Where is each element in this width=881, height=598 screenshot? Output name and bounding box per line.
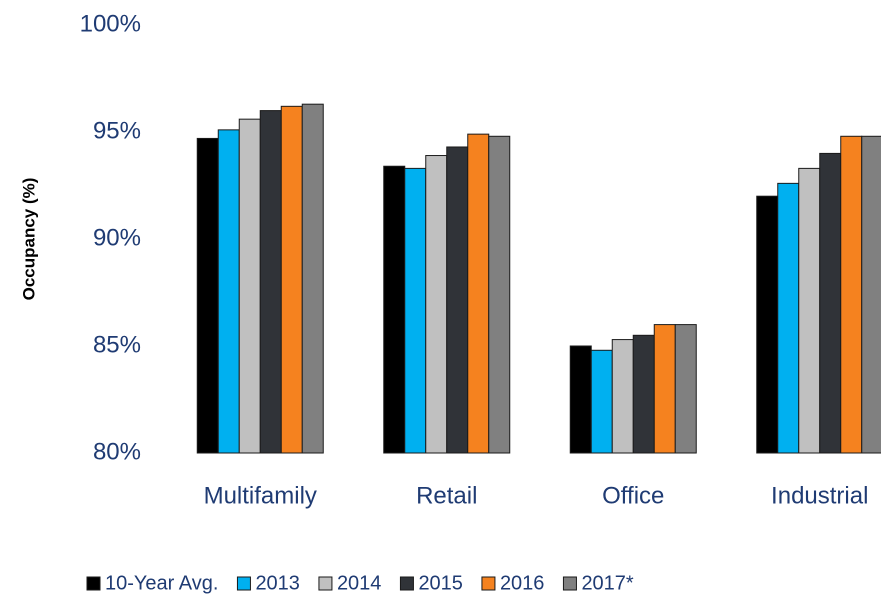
y-tick-label: 100% xyxy=(80,10,141,37)
legend-swatch xyxy=(399,576,414,591)
legend-swatch xyxy=(236,576,251,591)
bar xyxy=(632,334,655,454)
bar xyxy=(196,137,219,454)
bar xyxy=(819,152,842,454)
x-tick-label: Multifamily xyxy=(204,482,317,509)
y-tick-label: 85% xyxy=(93,331,141,358)
bar xyxy=(488,135,511,454)
bar xyxy=(404,167,427,454)
legend-swatch xyxy=(481,576,496,591)
legend-label: 2015 xyxy=(418,572,463,594)
y-axis-label: Occupancy (%) xyxy=(19,178,38,301)
bar xyxy=(861,135,881,454)
x-tick-label: Retail xyxy=(416,482,477,509)
legend-swatch xyxy=(318,576,333,591)
bar xyxy=(674,324,697,454)
bar xyxy=(777,182,800,454)
y-tick-label: 80% xyxy=(93,438,141,465)
legend-label: 2014 xyxy=(337,572,382,594)
bar xyxy=(569,345,592,454)
legend-swatch xyxy=(562,576,577,591)
bar xyxy=(280,105,303,454)
bar xyxy=(840,135,863,454)
bar xyxy=(301,103,324,454)
bar xyxy=(217,129,240,454)
legend-label: 2017* xyxy=(581,572,633,594)
legend-swatch xyxy=(86,576,101,591)
bar xyxy=(259,110,282,454)
bar xyxy=(238,118,261,454)
legend-label: 10-Year Avg. xyxy=(105,572,218,594)
x-tick-label: Office xyxy=(602,482,664,509)
bar xyxy=(425,155,448,454)
bar xyxy=(467,133,490,454)
x-tick-label: Industrial xyxy=(771,482,868,509)
bar xyxy=(446,146,469,454)
legend-label: 2013 xyxy=(255,572,300,594)
bar xyxy=(798,167,821,454)
legend-label: 2016 xyxy=(500,572,545,594)
bar xyxy=(653,324,676,454)
bar xyxy=(756,195,779,454)
bar xyxy=(383,165,406,454)
y-tick-label: 95% xyxy=(93,117,141,144)
bar xyxy=(590,349,613,454)
bar xyxy=(611,339,634,454)
y-tick-label: 90% xyxy=(93,224,141,251)
